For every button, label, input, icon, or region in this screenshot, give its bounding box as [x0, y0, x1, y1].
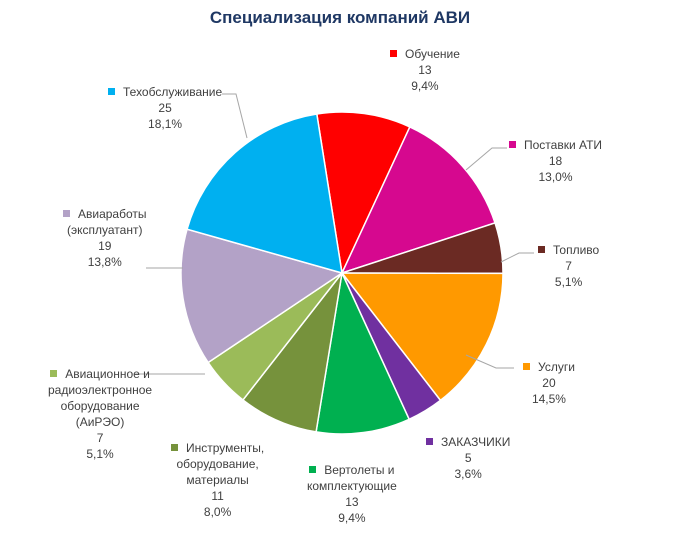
data-label-4: ЗАКАЗЧИКИ 5 3,6% — [426, 434, 510, 482]
pie-slice-3 — [340, 272, 504, 402]
legend-key-0 — [390, 50, 397, 57]
slice-label: Вертолеты и — [324, 463, 395, 477]
slice-label: Авиационное и — [65, 367, 150, 381]
slice-percent: 8,0% — [203, 505, 232, 519]
leader-line-9 — [222, 93, 248, 139]
pie-slice-1 — [340, 125, 496, 275]
slice-percent: 5,1% — [86, 447, 114, 461]
data-label-8: Авиаработы (эксплуатант) 19 13,8% — [63, 206, 147, 270]
slice-percent: 14,5% — [531, 392, 566, 406]
data-label-0: Обучение 13 9,4% — [390, 46, 460, 94]
leader-line-1 — [465, 147, 507, 171]
legend-key-3 — [523, 363, 530, 370]
legend-key-2 — [538, 246, 545, 253]
slice-percent: 13,8% — [87, 255, 122, 269]
legend-key-8 — [63, 210, 70, 217]
slice-value: 25 — [158, 101, 172, 115]
legend-key-4 — [426, 438, 433, 445]
slice-label: комплектующие — [307, 479, 397, 493]
slice-value: 13 — [418, 63, 432, 77]
slice-value: 19 — [98, 239, 112, 253]
slice-percent: 13,0% — [538, 170, 573, 184]
data-label-1: Поставки АТИ 18 13,0% — [509, 137, 602, 185]
slice-label: Инструменты, — [186, 441, 265, 455]
chart-title: Специализация компаний АВИ — [209, 8, 471, 27]
slice-label: Поставки АТИ — [524, 138, 603, 152]
legend-key-1 — [509, 141, 516, 148]
legend-key-9 — [108, 88, 115, 95]
data-label-9: Техобслуживание 25 18,1% — [108, 84, 222, 132]
slice-label: радиоэлектронное — [48, 383, 153, 397]
data-label-7: Авиационное и радиоэлектронное оборудовани… — [48, 366, 152, 462]
data-label-5: Вертолеты и комплектующие 13 9,4% — [307, 462, 397, 526]
slice-label: материалы — [186, 473, 249, 487]
slice-label: оборудование — [60, 399, 140, 413]
data-label-2: Топливо 7 5,1% — [538, 242, 599, 290]
slice-label: Техобслуживание — [123, 85, 223, 99]
slice-label: (эксплуатант) — [67, 223, 143, 237]
slice-label: (АиРЭО) — [75, 415, 125, 429]
legend-key-6 — [171, 444, 178, 451]
legend-key-7 — [50, 370, 58, 377]
slice-label: ЗАКАЗЧИКИ — [441, 435, 511, 449]
data-label-6: Инструменты, оборудование, материалы 11 8,0% — [171, 440, 264, 520]
slice-value: 11 — [211, 489, 224, 503]
data-label-3: Услуги 20 14,5% — [523, 359, 575, 407]
pie-slice-9 — [186, 113, 343, 275]
legend-key-5 — [309, 466, 317, 473]
slice-label: Обучение — [405, 47, 460, 61]
slice-label: Услуги — [538, 360, 575, 374]
slice-value: 7 — [96, 431, 104, 445]
slice-percent: 3,6% — [454, 467, 482, 481]
slice-percent: 18,1% — [148, 117, 183, 131]
slice-percent: 9,4% — [338, 511, 366, 525]
slice-value: 7 — [565, 259, 572, 273]
slice-value: 13 — [345, 495, 359, 509]
slice-value: 5 — [464, 451, 472, 465]
leader-line-3 — [465, 354, 514, 369]
pie-slice-8 — [180, 228, 344, 364]
slice-label: Авиаработы — [78, 207, 147, 221]
slice-label: Топливо — [553, 243, 600, 257]
slice-value: 18 — [548, 154, 563, 168]
leader-line-2 — [500, 252, 534, 263]
slice-percent: 5,1% — [554, 275, 583, 289]
slice-percent: 9,4% — [411, 79, 439, 93]
pie-slice-0 — [315, 111, 411, 276]
slice-label: оборудование, — [176, 457, 259, 471]
pie-slice-5 — [315, 270, 411, 435]
slice-value: 20 — [542, 376, 556, 390]
